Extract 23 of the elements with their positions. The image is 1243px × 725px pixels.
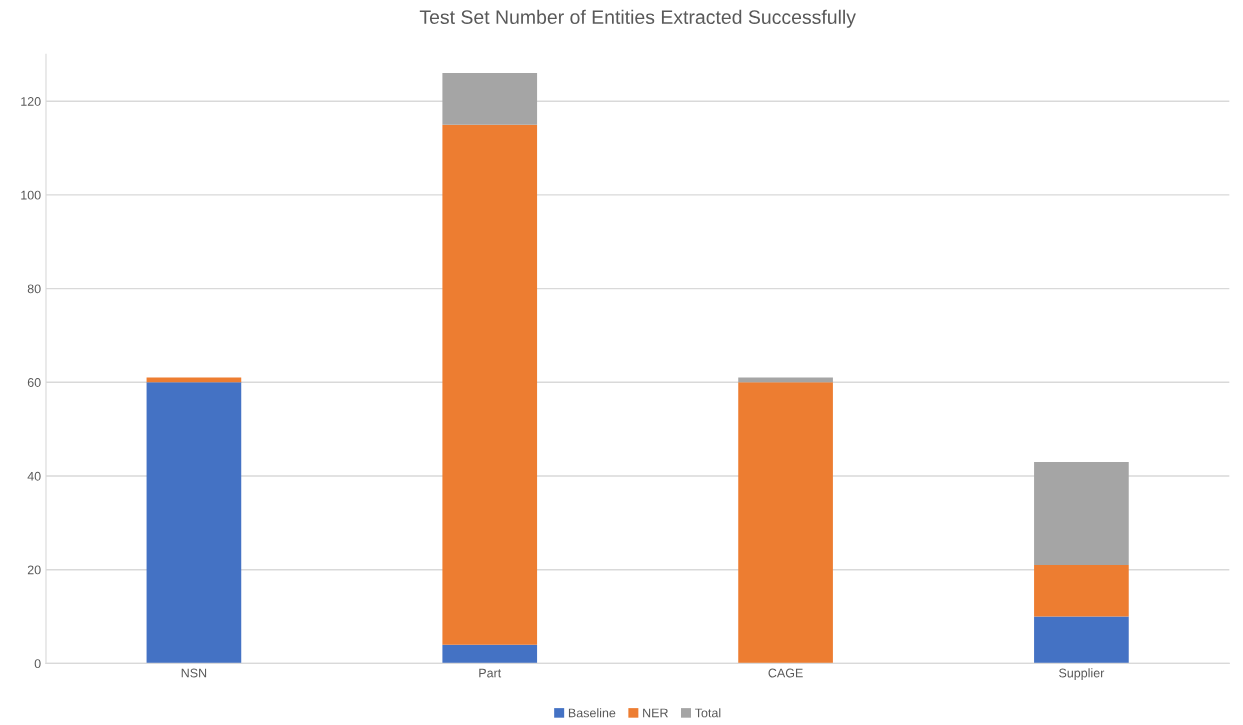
y-tick-label: 100	[21, 190, 41, 200]
y-tick-label: 0	[34, 659, 41, 669]
bar	[146, 382, 242, 664]
y-tick-label: 60	[27, 378, 41, 387]
y-tick-label: 20	[27, 565, 41, 575]
bar	[738, 382, 833, 664]
bar	[442, 644, 538, 664]
bar	[1034, 461, 1129, 565]
legend-label: Baseline	[568, 708, 616, 718]
x-tick-label: Supplier	[1059, 668, 1105, 680]
legend-label: NER	[643, 708, 668, 718]
y-tick-label: 80	[27, 284, 41, 294]
y-tick-label: 120	[21, 97, 41, 106]
chart-title: Test Set Number of Entities Extracted Successfully	[419, 9, 856, 28]
bar	[442, 124, 538, 645]
bar	[442, 73, 538, 125]
x-tick-label: NSN	[181, 668, 207, 678]
legend-label: Total	[695, 708, 721, 718]
bar	[1034, 565, 1129, 617]
x-tick-label: CAGE	[768, 668, 803, 678]
bar	[1034, 616, 1129, 664]
y-tick-label: 40	[27, 471, 41, 481]
x-tick-label: Part	[479, 668, 502, 678]
